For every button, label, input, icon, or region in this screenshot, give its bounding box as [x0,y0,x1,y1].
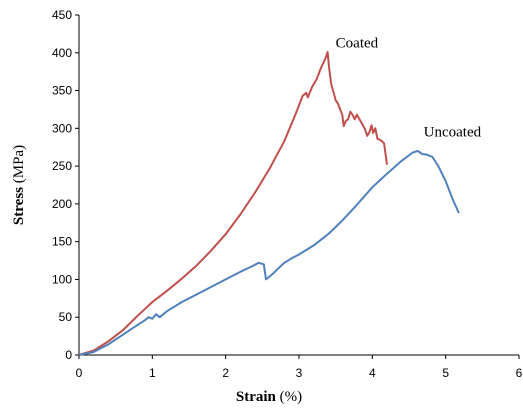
x-tick-label: 5 [442,366,449,380]
y-tick-label: 150 [52,235,72,249]
y-axis-title-unit: (MPa) [11,145,27,187]
series-label-coated: Coated [336,35,379,51]
y-tick-label: 250 [52,159,72,173]
series-line-coated [78,51,388,356]
x-axis-title-main: Strain [236,389,277,405]
y-tick-label: 0 [65,348,72,362]
series-layer [78,51,460,356]
y-tick-label: 100 [52,272,72,286]
x-tick-label: 0 [76,366,83,380]
y-tick-label: 400 [52,46,72,60]
x-axis-title: Strain (%) [236,389,302,405]
x-axis-title-unit: (%) [276,389,302,405]
y-tick-label: 450 [52,8,72,22]
x-tick-label: 1 [149,366,156,380]
series-label-uncoated: Uncoated [424,125,482,141]
x-axis-ticks: 0 1 2 3 4 5 6 [76,355,523,380]
y-tick-label: 200 [52,197,72,211]
x-tick-label: 4 [369,366,376,380]
x-tick-label: 3 [296,366,303,380]
y-axis-title: Stress (MPa) [11,145,27,225]
x-tick-label: 6 [516,366,523,380]
y-axis-ticks: 0 50 100 150 200 250 300 350 400 450 [52,8,79,362]
x-tick-label: 2 [222,366,229,380]
y-axis-title-main: Stress [11,187,27,225]
y-tick-label: 350 [52,84,72,98]
series-line-uncoated [78,150,460,356]
y-tick-label: 300 [52,121,72,135]
y-tick-label: 50 [59,310,73,324]
